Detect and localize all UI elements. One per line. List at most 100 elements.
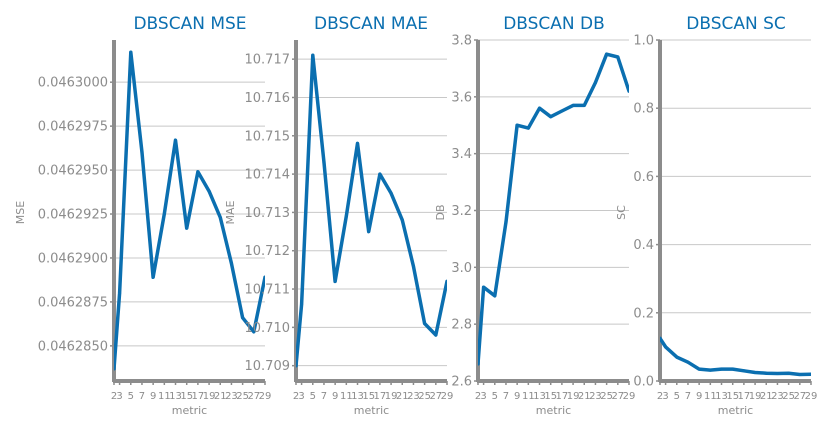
data-point [400, 218, 404, 222]
x-tick-label: 11 [704, 391, 717, 402]
data-point [504, 220, 508, 224]
y-tick-label: 3.8 [451, 34, 472, 49]
chart-panel-mse: 0.0462850 0.0462875 0.0462900 0.0462925 0.04… [14, 14, 271, 417]
y-tick-label: 0.6 [633, 170, 654, 185]
x-tick-label: 15 [544, 391, 557, 402]
x-tick-label: 15 [362, 391, 375, 402]
chart-title: DBSCAN MAE [314, 14, 428, 34]
data-point [571, 103, 575, 107]
x-tick-label: 5 [492, 391, 498, 402]
y-tick-label: 0.0462875 [38, 295, 108, 310]
y-tick-label: 10.711 [245, 283, 291, 298]
data-point [367, 230, 371, 234]
data-point [241, 316, 245, 320]
x-tick-label: 5 [128, 391, 134, 402]
x-tick-label: 19 [203, 391, 216, 402]
x-tick-label: 9 [696, 391, 702, 402]
y-tick-label: 10.709 [245, 359, 291, 374]
x-tick-label: 25 [782, 391, 795, 402]
x-axis-label: metric [354, 404, 389, 417]
data-point [526, 126, 530, 130]
data-point [114, 367, 116, 371]
y-tick-label: 0.2 [633, 306, 654, 321]
data-point [162, 212, 166, 216]
x-tick-label: 9 [514, 391, 520, 402]
data-point [344, 214, 348, 218]
y-axis-label: SC [615, 205, 628, 220]
data-point [296, 364, 298, 368]
x-tick-label: 7 [685, 391, 691, 402]
y-tick-label: 3.2 [451, 204, 472, 219]
data-point [538, 106, 542, 110]
y-tick-label: 0.0462950 [38, 164, 108, 179]
x-tick-label: 23 [589, 391, 602, 402]
x-axis-label: metric [718, 404, 753, 417]
chart-panel-sc: 0.00.20.40.60.81.02 3 5 7 9 11131517192123252… [615, 14, 817, 417]
x-tick-label: 15 [726, 391, 739, 402]
x-tick-label: 23 [771, 391, 784, 402]
data-point [675, 355, 679, 359]
data-point [616, 55, 620, 59]
data-point [753, 370, 757, 374]
x-axis-label: metric [172, 404, 207, 417]
x-tick-label: 7 [139, 391, 145, 402]
data-point [229, 261, 233, 265]
x-tick-label: 15 [180, 391, 193, 402]
data-point [478, 362, 480, 366]
data-point [549, 115, 553, 119]
x-tick-label: 13 [533, 391, 546, 402]
x-tick-label: 17 [556, 391, 569, 402]
data-point [196, 170, 200, 174]
data-point [787, 371, 791, 375]
x-tick-label: 29 [259, 391, 272, 402]
x-tick-label: 3 [480, 391, 486, 402]
x-tick-label: 5 [674, 391, 680, 402]
y-tick-label: 0.4 [633, 238, 654, 253]
data-point [593, 81, 597, 85]
data-point [118, 291, 122, 295]
chart-title: DBSCAN MSE [133, 14, 246, 34]
y-tick-label: 0.8 [633, 102, 654, 117]
y-tick-label: 0.0 [633, 375, 654, 390]
data-point [627, 89, 629, 93]
y-tick-label: 0.0463000 [38, 76, 108, 91]
data-point [720, 367, 724, 371]
x-tick-label: 21 [214, 391, 227, 402]
x-tick-label: 19 [749, 391, 762, 402]
y-tick-label: 1.0 [633, 34, 654, 49]
x-tick-label: 21 [760, 391, 773, 402]
data-point [582, 103, 586, 107]
data-point [185, 226, 189, 230]
y-tick-label: 0.0462900 [38, 251, 108, 266]
x-tick-label: 7 [503, 391, 509, 402]
x-tick-label: 11 [522, 391, 535, 402]
x-tick-label: 2 [475, 391, 481, 402]
y-axis-label: MAE [224, 200, 237, 224]
x-tick-label: 29 [805, 391, 818, 402]
x-tick-label: 17 [192, 391, 205, 402]
x-tick-label: 23 [407, 391, 420, 402]
data-point [207, 189, 211, 193]
x-tick-label: 2 [657, 391, 663, 402]
x-tick-label: 17 [738, 391, 751, 402]
y-tick-label: 10.715 [245, 129, 291, 144]
x-tick-label: 25 [600, 391, 613, 402]
data-point [322, 161, 326, 165]
x-tick-label: 23 [225, 391, 238, 402]
x-tick-label: 9 [332, 391, 338, 402]
data-point [809, 372, 811, 376]
series-line [114, 50, 265, 371]
data-point [775, 371, 779, 375]
data-point [378, 172, 382, 176]
x-tick-label: 19 [567, 391, 580, 402]
y-tick-label: 3.0 [451, 261, 472, 276]
data-point [686, 360, 690, 364]
x-tick-label: 9 [150, 391, 156, 402]
data-point [493, 294, 497, 298]
data-point [300, 302, 304, 306]
y-tick-label: 10.717 [245, 53, 291, 68]
data-point [263, 275, 265, 279]
y-axis-label: DB [434, 204, 447, 220]
y-tick-label: 0.0462925 [38, 208, 108, 223]
y-tick-label: 3.4 [451, 147, 472, 162]
